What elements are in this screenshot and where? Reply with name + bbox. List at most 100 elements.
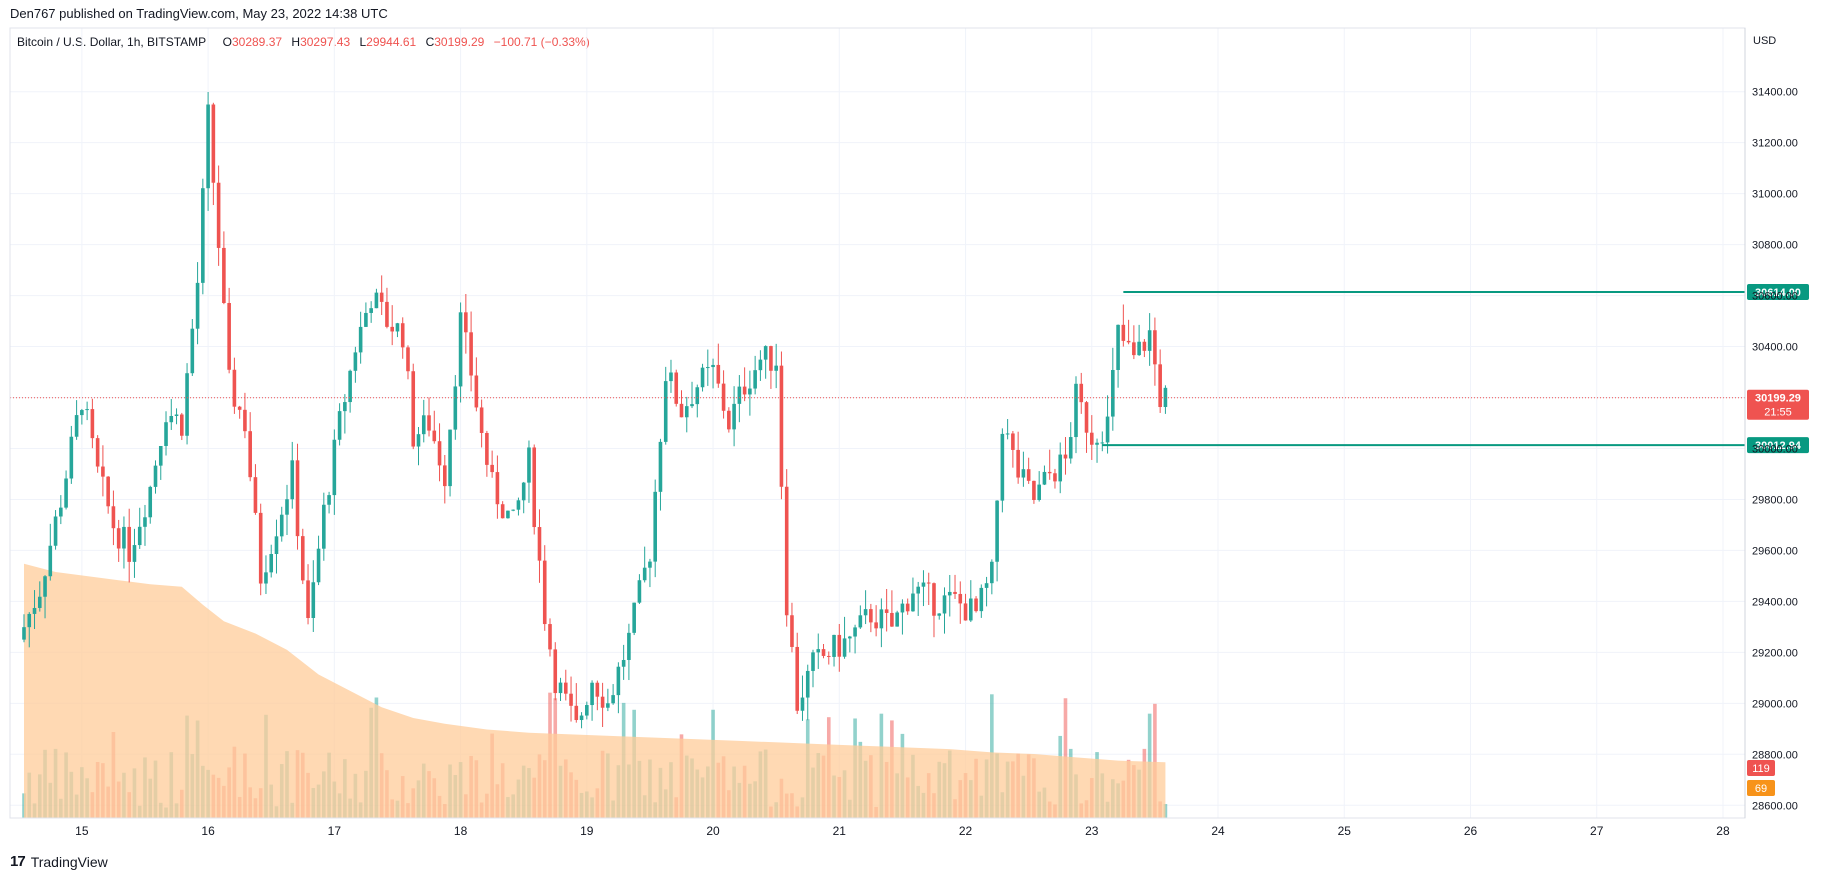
candle-body [627, 632, 631, 660]
candle-body [821, 649, 826, 656]
candle-body [558, 682, 563, 694]
time-tick-label: 25 [1338, 824, 1352, 838]
candle-body [826, 655, 831, 657]
candle-body [264, 572, 268, 584]
candle-body [322, 504, 326, 549]
time-tick-label: 24 [1211, 824, 1225, 838]
candle-body [374, 292, 379, 309]
candle-body [232, 369, 237, 407]
price-tick-label: 31000.00 [1752, 189, 1798, 201]
candle-body [879, 609, 884, 629]
time-tick-label: 17 [328, 824, 342, 838]
candle-body [385, 301, 389, 327]
candle-body [185, 373, 189, 436]
price-tick-label: 30600.00 [1752, 291, 1798, 303]
candle-body [874, 622, 878, 629]
candle-body [611, 695, 615, 704]
candle-body [216, 182, 221, 248]
candle-body [1121, 324, 1126, 341]
time-tick-label: 16 [201, 824, 215, 838]
time-tick-label: 22 [959, 824, 973, 838]
candle-body [300, 536, 305, 581]
candle-body [600, 696, 605, 708]
candle-body [706, 367, 710, 369]
time-tick-label: 15 [75, 824, 89, 838]
candle-body [674, 372, 679, 404]
candle-body [127, 526, 131, 562]
candle-body [364, 312, 368, 327]
candle-body [269, 554, 274, 573]
candle-body [900, 603, 905, 613]
candle-body [779, 365, 784, 487]
candle-body [116, 528, 121, 549]
candle-body [432, 430, 437, 442]
candle-body [974, 598, 978, 612]
candle-body [106, 476, 110, 507]
candle-body [1042, 471, 1047, 485]
candle-body [716, 364, 721, 384]
last-price-badge [1747, 389, 1809, 420]
candle-body [1158, 364, 1162, 408]
candle-body [90, 409, 95, 439]
candle-body [995, 500, 999, 562]
levels: 30614.00 30012.94 [1102, 284, 1809, 454]
candle-body [243, 409, 247, 432]
low-value: 29944.61 [366, 35, 417, 49]
candle-body [1016, 449, 1020, 478]
candle-body [669, 372, 673, 382]
candle-body [658, 441, 663, 492]
open-value: 30289.37 [231, 35, 283, 49]
candle-body [816, 649, 821, 653]
candle-body [458, 312, 463, 387]
candle-body [727, 410, 731, 430]
candle-body [195, 282, 200, 329]
candle-body [180, 414, 184, 436]
symbol-label: Bitcoin / U.S. Dollar, 1h, BITSTAMP [17, 35, 206, 49]
price-tick-label: 29600.00 [1752, 545, 1798, 557]
high-value: 30297.43 [300, 35, 351, 49]
candle-body [1100, 442, 1105, 444]
price-tick-label: 28800.00 [1752, 749, 1798, 761]
candle-body [343, 402, 347, 412]
candle-body [811, 652, 815, 671]
candle-body [122, 526, 126, 549]
candle-body [895, 612, 899, 627]
candle-body [479, 407, 484, 433]
candle-body [500, 504, 505, 519]
candle-body [158, 445, 163, 466]
candle-body [143, 517, 147, 527]
candle-body [637, 580, 642, 603]
candle-body [495, 472, 500, 505]
candle-body [532, 447, 537, 528]
candle-body [469, 332, 473, 376]
volume-ma-area [24, 563, 1166, 818]
candle-body [527, 447, 531, 483]
candle-body [690, 404, 694, 407]
candle-body [1021, 469, 1026, 478]
candle-body [942, 595, 947, 614]
candle-body [443, 465, 447, 487]
candle-body [1132, 342, 1136, 356]
candle-body [800, 697, 805, 711]
candle-body [784, 486, 789, 616]
candle-body [606, 703, 610, 708]
candle-body [1074, 383, 1078, 438]
time-tick-label: 27 [1590, 824, 1604, 838]
candle-body [164, 422, 168, 446]
candle-body [227, 302, 231, 370]
candle-body [237, 406, 242, 410]
candle-body [795, 646, 800, 711]
candle-body [27, 613, 32, 628]
candle-body [700, 367, 705, 388]
candle-body [1047, 471, 1052, 474]
candle-body [684, 406, 689, 418]
candle-body [95, 438, 100, 467]
candle-body [1126, 340, 1131, 343]
candle-body [174, 414, 179, 416]
price-tick-label: 29800.00 [1752, 494, 1798, 506]
candle-body [137, 526, 142, 546]
candle-body [979, 587, 984, 612]
candles [22, 92, 1168, 729]
time-tick-label: 26 [1464, 824, 1478, 838]
